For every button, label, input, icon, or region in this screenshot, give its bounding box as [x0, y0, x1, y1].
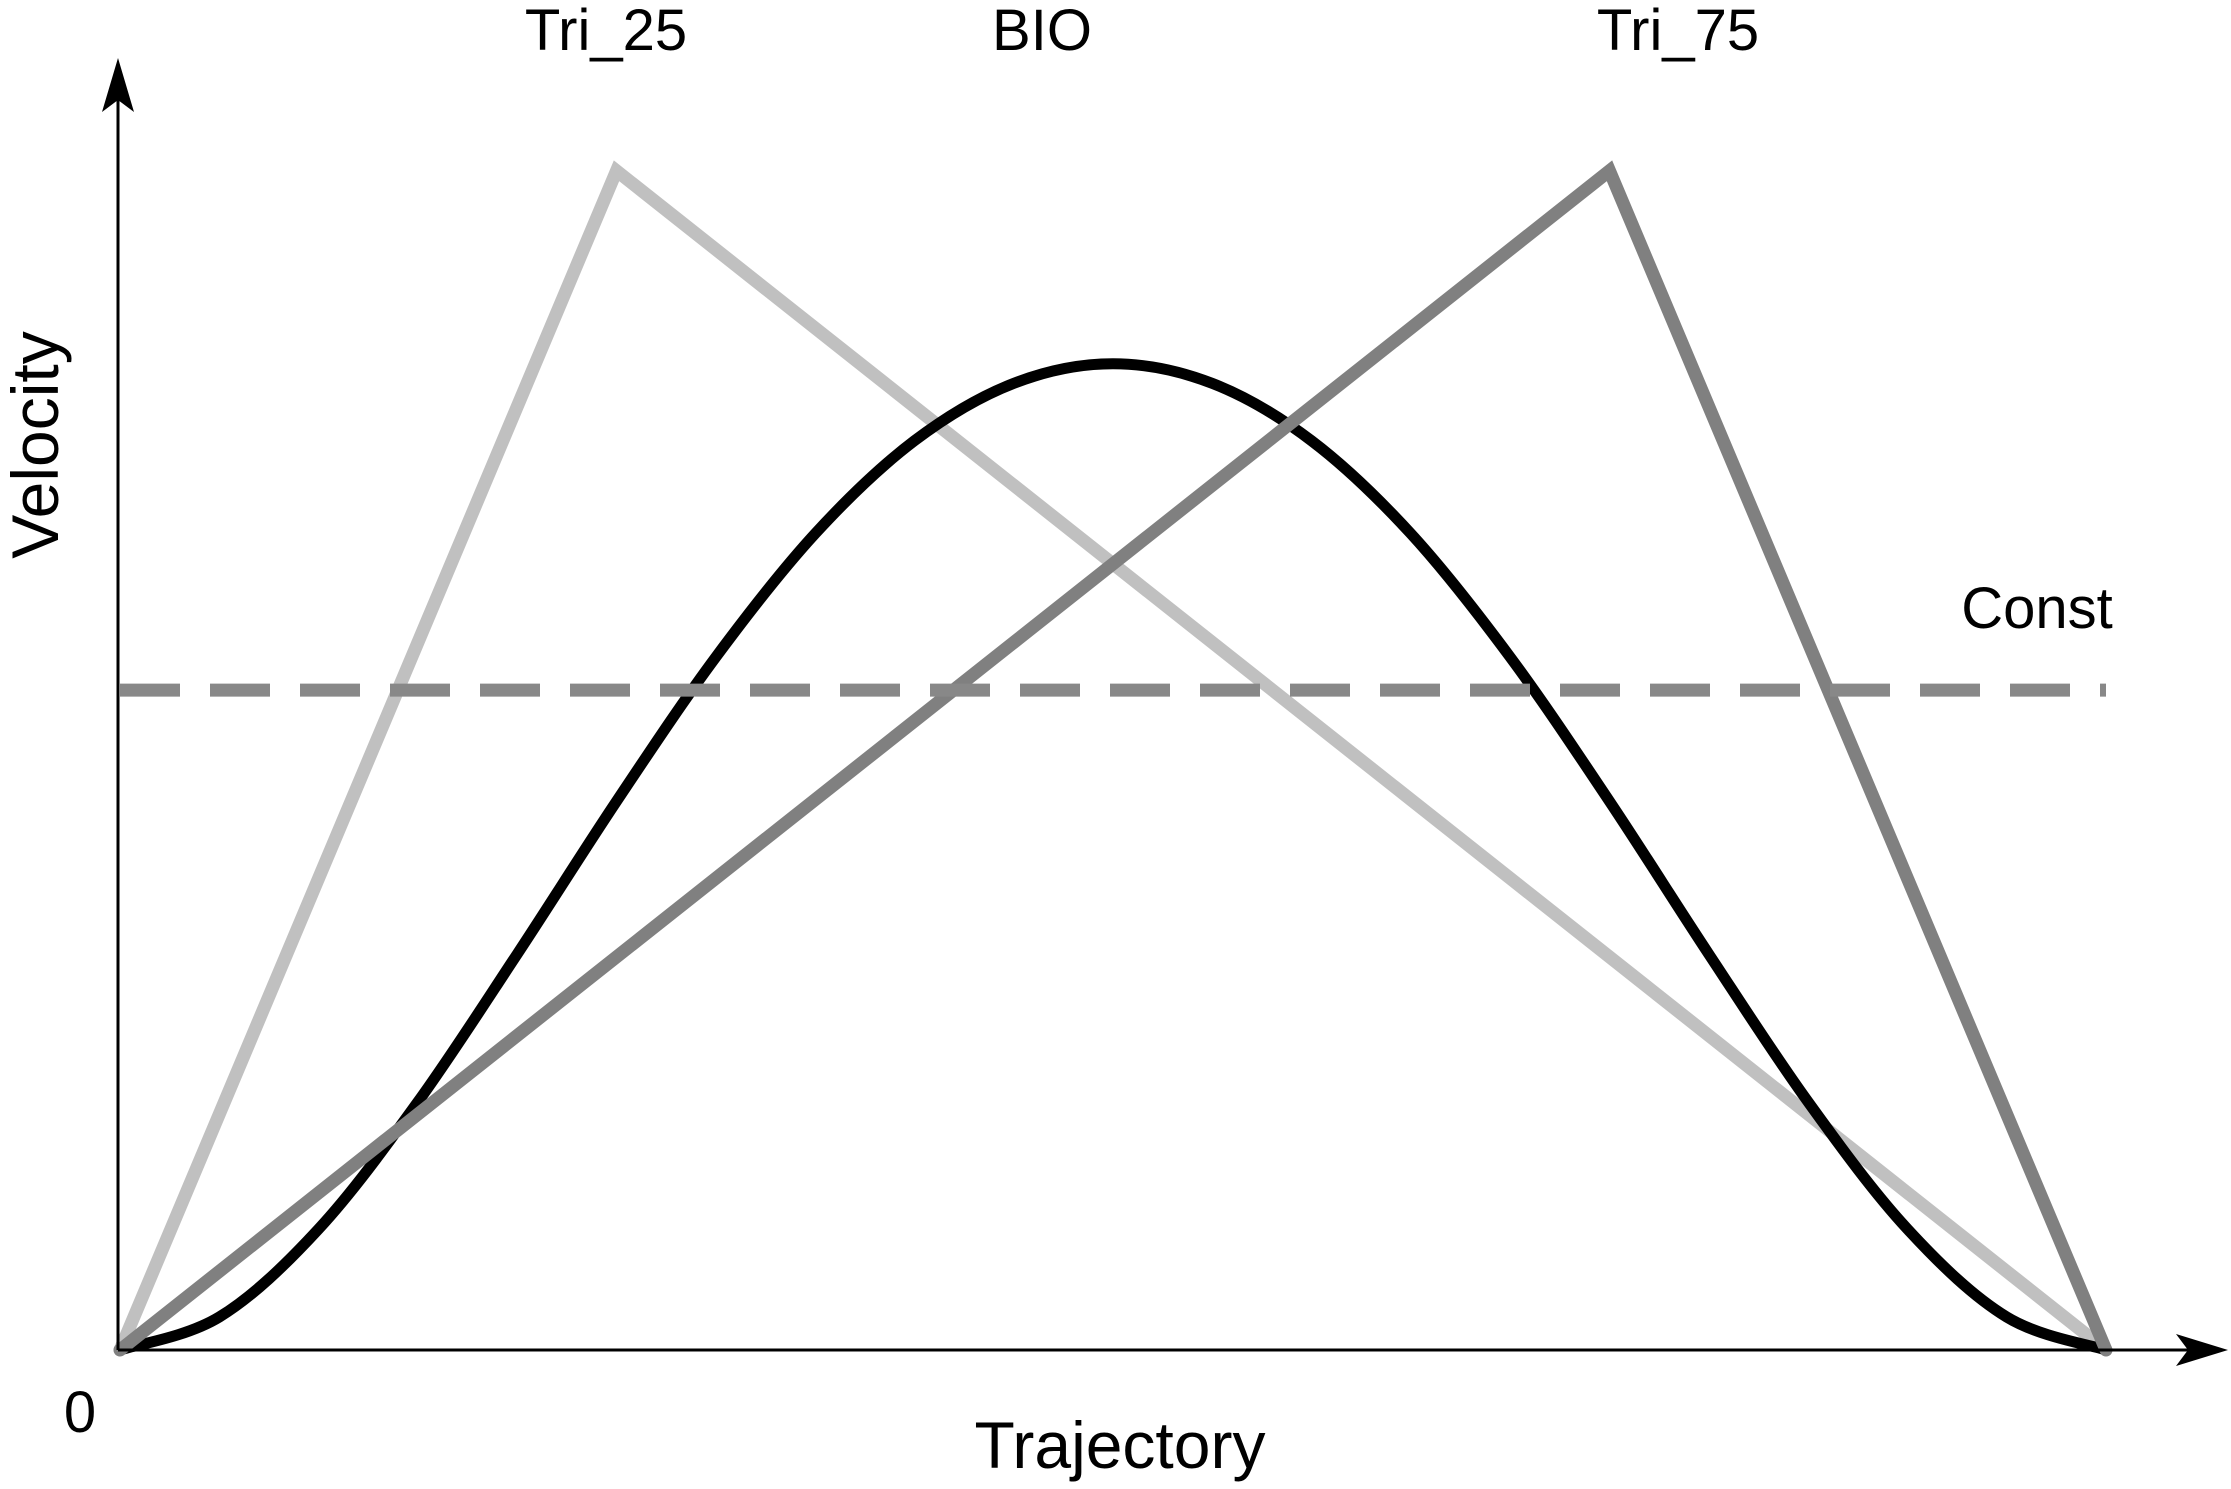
- labels: Tri_25 BIO Tri_75 Const Trajectory Veloc…: [0, 0, 2113, 1482]
- y-axis-arrow-icon: [102, 58, 134, 112]
- axes: [102, 58, 2228, 1366]
- x-axis-label: Trajectory: [975, 1408, 1266, 1482]
- series-line-tri-25: [113, 160, 2113, 1357]
- series-line-tri-75: [113, 160, 2113, 1357]
- y-axis-label: Velocity: [0, 331, 72, 558]
- origin-tick-label: 0: [64, 1380, 96, 1445]
- series-label-tri-25: Tri_25: [525, 0, 687, 63]
- series-label-const: Const: [1961, 576, 2113, 641]
- series-layer: [113, 160, 2113, 1357]
- series-line-bio: [114, 358, 2112, 1356]
- x-axis-arrow-icon: [2176, 1334, 2228, 1366]
- series-label-bio: BIO: [992, 0, 1092, 63]
- series-label-tri-75: Tri_75: [1597, 0, 1759, 63]
